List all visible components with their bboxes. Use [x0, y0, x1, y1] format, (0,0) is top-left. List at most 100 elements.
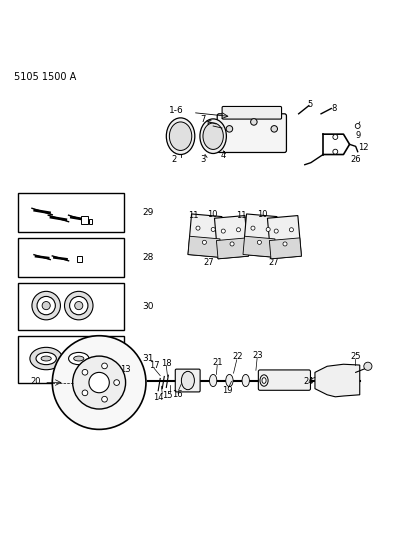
Bar	[18, 283, 123, 329]
Ellipse shape	[241, 374, 249, 386]
Text: 22: 22	[232, 352, 242, 361]
Ellipse shape	[42, 302, 50, 310]
Text: 3: 3	[200, 155, 205, 164]
Polygon shape	[188, 236, 220, 257]
Ellipse shape	[70, 296, 88, 315]
Ellipse shape	[181, 372, 194, 390]
Text: 31: 31	[142, 354, 153, 364]
Bar	[18, 238, 123, 277]
Text: 20: 20	[31, 377, 41, 386]
Text: 30: 30	[142, 302, 153, 311]
Circle shape	[196, 226, 200, 230]
Text: 2: 2	[171, 155, 177, 164]
Circle shape	[250, 226, 254, 230]
Polygon shape	[243, 214, 276, 257]
Bar	[18, 336, 123, 383]
Circle shape	[82, 390, 88, 395]
Circle shape	[72, 356, 125, 409]
Polygon shape	[269, 238, 301, 259]
Text: 15: 15	[162, 391, 172, 400]
Ellipse shape	[41, 356, 51, 361]
Text: 16: 16	[172, 390, 182, 399]
FancyBboxPatch shape	[258, 370, 310, 390]
Text: 18: 18	[161, 359, 171, 368]
Circle shape	[270, 126, 277, 132]
Ellipse shape	[200, 119, 226, 154]
Bar	[89, 219, 92, 224]
Circle shape	[221, 229, 225, 233]
Text: 24: 24	[303, 377, 313, 386]
Text: 13: 13	[120, 365, 130, 374]
Text: 4: 4	[220, 151, 225, 160]
Text: 25: 25	[350, 352, 360, 361]
Text: 21: 21	[211, 358, 222, 367]
FancyBboxPatch shape	[222, 107, 281, 119]
Polygon shape	[214, 215, 248, 259]
Ellipse shape	[166, 118, 194, 155]
Text: 9: 9	[354, 131, 360, 140]
Ellipse shape	[30, 348, 62, 370]
FancyBboxPatch shape	[217, 114, 286, 152]
Circle shape	[226, 126, 232, 132]
Text: 1-6: 1-6	[169, 107, 183, 116]
Circle shape	[250, 119, 256, 125]
Circle shape	[332, 134, 337, 140]
Text: 10: 10	[207, 210, 217, 219]
FancyBboxPatch shape	[175, 369, 200, 392]
Bar	[76, 256, 81, 262]
Text: 5105 1500 A: 5105 1500 A	[13, 72, 76, 82]
Ellipse shape	[32, 292, 60, 320]
Circle shape	[202, 240, 206, 244]
Circle shape	[82, 369, 88, 375]
Text: 10: 10	[256, 210, 267, 219]
Ellipse shape	[169, 122, 191, 150]
Circle shape	[211, 228, 215, 231]
Circle shape	[89, 373, 109, 393]
Text: 19: 19	[222, 386, 232, 395]
Polygon shape	[188, 214, 221, 257]
Circle shape	[282, 242, 286, 246]
Text: 14: 14	[153, 393, 163, 402]
Bar	[81, 216, 88, 224]
Polygon shape	[216, 238, 248, 259]
Ellipse shape	[202, 123, 223, 149]
Circle shape	[114, 379, 119, 385]
Text: 17: 17	[148, 361, 159, 370]
Ellipse shape	[74, 356, 84, 361]
Ellipse shape	[261, 378, 265, 383]
Circle shape	[101, 363, 107, 369]
Circle shape	[363, 362, 371, 370]
Bar	[18, 193, 123, 232]
Ellipse shape	[37, 296, 55, 315]
Circle shape	[236, 228, 240, 232]
Ellipse shape	[36, 352, 56, 365]
Ellipse shape	[62, 348, 95, 370]
Circle shape	[101, 397, 107, 402]
Circle shape	[265, 228, 270, 231]
Text: 27: 27	[267, 258, 278, 267]
Text: 8: 8	[331, 104, 336, 113]
Circle shape	[332, 149, 337, 154]
Ellipse shape	[64, 292, 93, 320]
Text: 27: 27	[202, 258, 213, 267]
Text: 11: 11	[188, 211, 198, 220]
Circle shape	[52, 336, 146, 430]
Text: 28: 28	[142, 253, 153, 262]
Text: 6: 6	[206, 120, 211, 130]
Circle shape	[257, 240, 261, 244]
Polygon shape	[314, 364, 359, 397]
Ellipse shape	[259, 375, 267, 386]
Ellipse shape	[209, 374, 216, 386]
Polygon shape	[267, 215, 301, 259]
Ellipse shape	[74, 302, 83, 310]
Circle shape	[289, 228, 293, 232]
Ellipse shape	[225, 374, 233, 386]
Text: 26: 26	[350, 155, 360, 164]
Text: 5: 5	[307, 100, 312, 109]
Polygon shape	[243, 236, 274, 257]
Text: 7: 7	[200, 116, 205, 124]
Text: 11: 11	[236, 211, 246, 220]
Text: 12: 12	[357, 143, 367, 152]
Text: 29: 29	[142, 208, 153, 217]
Circle shape	[355, 124, 359, 128]
